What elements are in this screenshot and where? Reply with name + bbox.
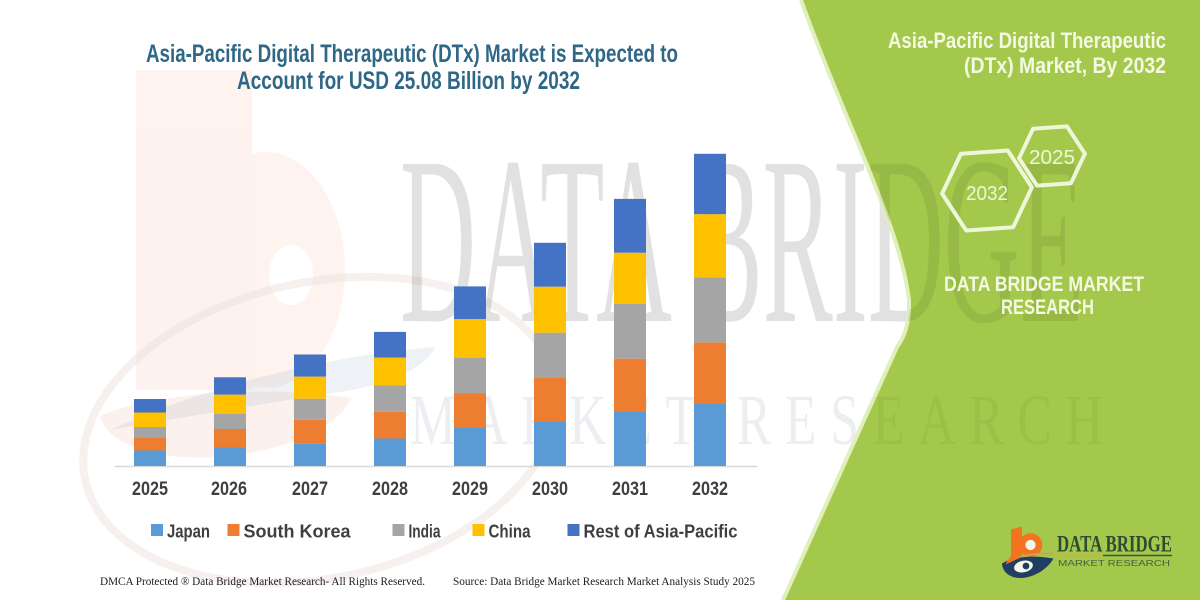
svg-text:2029: 2029 xyxy=(452,479,488,500)
svg-text:Rest of Asia-Pacific: Rest of Asia-Pacific xyxy=(584,522,738,542)
svg-text:Account for USD 25.08 Billion: Account for USD 25.08 Billion by 2032 xyxy=(237,67,580,95)
svg-text:Japan: Japan xyxy=(167,522,210,542)
svg-text:MARKET RESEARCH: MARKET RESEARCH xyxy=(1058,559,1170,568)
svg-text:2025: 2025 xyxy=(1029,147,1075,169)
svg-text:Asia-Pacific Digital Therapeut: Asia-Pacific Digital Therapeutic (DTx) M… xyxy=(146,40,678,68)
svg-text:RESEARCH: RESEARCH xyxy=(1001,296,1094,319)
svg-text:India: India xyxy=(409,522,442,542)
svg-text:Asia-Pacific Digital Therapeut: Asia-Pacific Digital Therapeutic xyxy=(888,28,1166,53)
svg-text:2032: 2032 xyxy=(692,479,728,500)
svg-text:DATA BRIDGE MARKET: DATA BRIDGE MARKET xyxy=(944,273,1144,296)
svg-text:(DTx) Market, By 2032: (DTx) Market, By 2032 xyxy=(964,53,1166,78)
svg-text:DATA BRIDGE: DATA BRIDGE xyxy=(1057,532,1172,557)
svg-text:DMCA Protected ® Data Bridge M: DMCA Protected ® Data Bridge Market Rese… xyxy=(100,574,425,588)
svg-text:2028: 2028 xyxy=(372,479,408,500)
svg-text:China: China xyxy=(489,522,532,542)
svg-text:2027: 2027 xyxy=(292,479,328,500)
svg-text:Source: Data Bridge Market Res: Source: Data Bridge Market Research Mark… xyxy=(453,574,755,588)
svg-text:2031: 2031 xyxy=(612,479,648,500)
svg-text:2030: 2030 xyxy=(532,479,568,500)
svg-text:2032: 2032 xyxy=(966,183,1008,205)
svg-text:South Korea: South Korea xyxy=(244,522,352,542)
svg-text:2026: 2026 xyxy=(211,479,247,500)
svg-text:2025: 2025 xyxy=(132,479,168,500)
